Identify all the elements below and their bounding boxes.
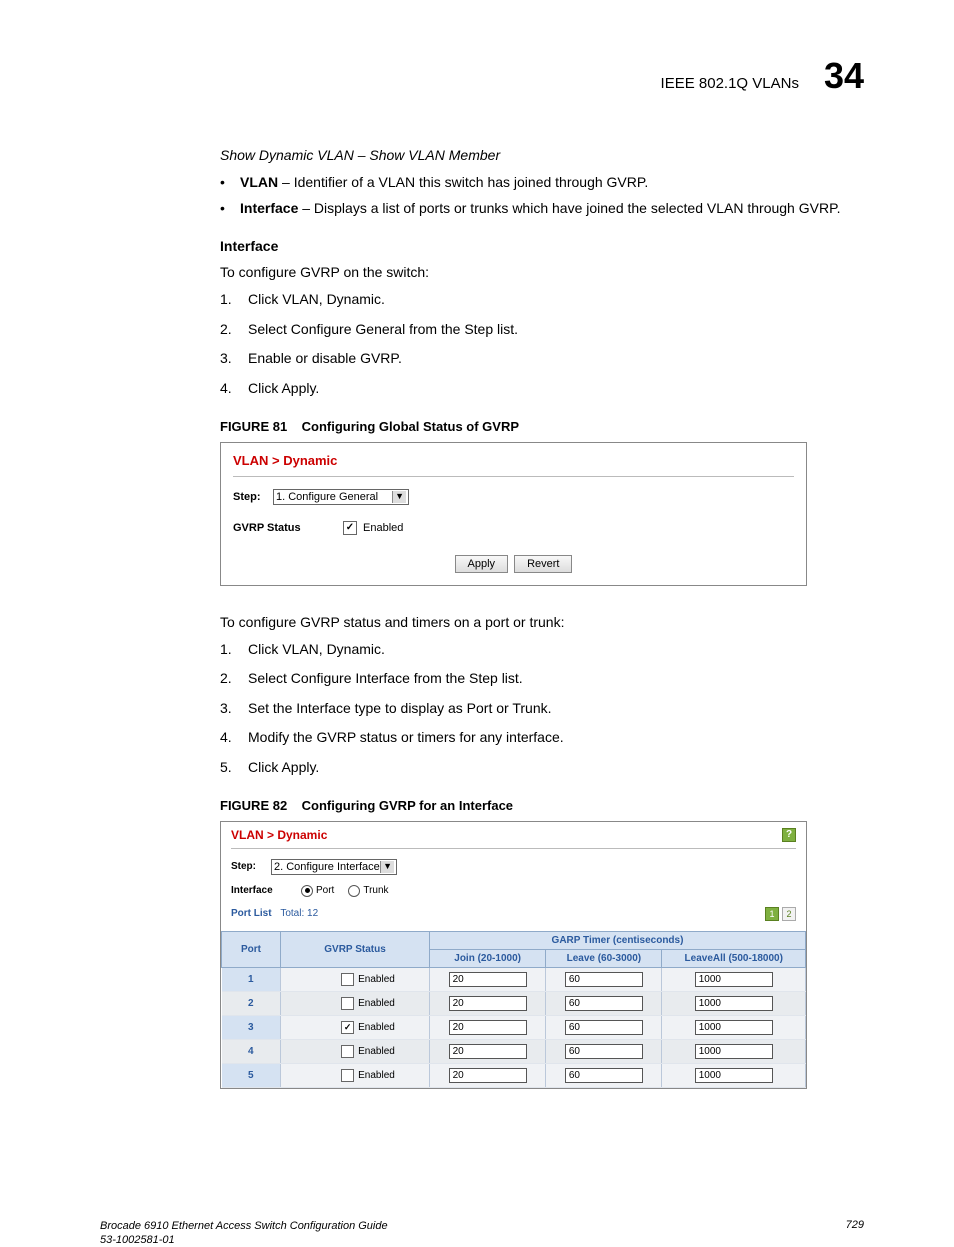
step-select[interactable]: 1. Configure General▼ bbox=[273, 489, 409, 505]
enabled-label: Enabled bbox=[358, 1070, 395, 1081]
list-item: 4.Modify the GVRP status or timers for a… bbox=[220, 728, 864, 748]
leave-input[interactable]: 60 bbox=[565, 1068, 643, 1083]
table-row: 4 Enabled 20 60 1000 bbox=[222, 1039, 806, 1063]
enabled-label: Enabled bbox=[358, 1022, 395, 1033]
gvrp-enabled-checkbox[interactable]: ✓ bbox=[343, 521, 357, 535]
col-gvrp: GVRP Status bbox=[281, 931, 430, 967]
list-item: 3.Set the Interface type to display as P… bbox=[220, 699, 864, 719]
col-port: Port bbox=[222, 931, 281, 967]
port-cell: 2 bbox=[222, 991, 281, 1015]
port-cell: 4 bbox=[222, 1039, 281, 1063]
enabled-label: Enabled bbox=[358, 974, 395, 985]
gvrp-row-checkbox[interactable] bbox=[341, 997, 354, 1010]
leaveall-input[interactable]: 1000 bbox=[695, 1068, 773, 1083]
page-1-button[interactable]: 1 bbox=[765, 907, 779, 921]
portlist-label: Port List bbox=[231, 908, 272, 919]
list-item: •Interface – Displays a list of ports or… bbox=[220, 199, 864, 219]
list-item: 2.Select Configure General from the Step… bbox=[220, 320, 864, 340]
breadcrumb: VLAN > Dynamic bbox=[231, 828, 327, 842]
list-item: 4.Click Apply. bbox=[220, 379, 864, 399]
fig82-label: FIGURE 82 bbox=[220, 798, 287, 813]
apply-button[interactable]: Apply bbox=[455, 555, 509, 573]
step-label: Step: bbox=[233, 491, 273, 503]
join-input[interactable]: 20 bbox=[449, 996, 527, 1011]
leave-input[interactable]: 60 bbox=[565, 996, 643, 1011]
leave-input[interactable]: 60 bbox=[565, 1020, 643, 1035]
enabled-label: Enabled bbox=[358, 1046, 395, 1057]
port-radio[interactable] bbox=[301, 885, 313, 897]
help-icon[interactable]: ? bbox=[782, 828, 796, 842]
header-title: IEEE 802.1Q VLANs bbox=[661, 75, 799, 92]
table-row: 3 ✓ Enabled 20 60 1000 bbox=[222, 1015, 806, 1039]
section-subheading: Show Dynamic VLAN – Show VLAN Member bbox=[220, 147, 864, 163]
table-row: 5 Enabled 20 60 1000 bbox=[222, 1063, 806, 1087]
leaveall-input[interactable]: 1000 bbox=[695, 1020, 773, 1035]
col-leaveall: LeaveAll (500-18000) bbox=[662, 949, 806, 967]
list-item: 3.Enable or disable GVRP. bbox=[220, 349, 864, 369]
enabled-label: Enabled bbox=[358, 998, 395, 1009]
gvrp-row-checkbox[interactable] bbox=[341, 973, 354, 986]
col-leave: Leave (60-3000) bbox=[546, 949, 662, 967]
leaveall-input[interactable]: 1000 bbox=[695, 1044, 773, 1059]
leave-input[interactable]: 60 bbox=[565, 972, 643, 987]
gvrp-row-checkbox[interactable] bbox=[341, 1069, 354, 1082]
join-input[interactable]: 20 bbox=[449, 972, 527, 987]
table-row: 1 Enabled 20 60 1000 bbox=[222, 967, 806, 991]
footer-page-number: 729 bbox=[846, 1219, 864, 1247]
fig81-label: FIGURE 81 bbox=[220, 419, 287, 434]
port-cell: 3 bbox=[222, 1015, 281, 1039]
page-2-button[interactable]: 2 bbox=[782, 907, 796, 921]
port-radio-label: Port bbox=[316, 885, 334, 896]
join-input[interactable]: 20 bbox=[449, 1068, 527, 1083]
fig81-caption: Configuring Global Status of GVRP bbox=[302, 419, 519, 434]
list-item: 5.Click Apply. bbox=[220, 758, 864, 778]
footer-guide-title: Brocade 6910 Ethernet Access Switch Conf… bbox=[100, 1219, 388, 1233]
gvrp-status-label: GVRP Status bbox=[233, 522, 343, 534]
trunk-radio-label: Trunk bbox=[363, 885, 388, 896]
revert-button[interactable]: Revert bbox=[514, 555, 572, 573]
interface-heading: Interface bbox=[220, 238, 864, 254]
port-cell: 1 bbox=[222, 967, 281, 991]
list-item: 1.Click VLAN, Dynamic. bbox=[220, 640, 864, 660]
chevron-down-icon: ▼ bbox=[380, 861, 394, 873]
gvrp-row-checkbox[interactable]: ✓ bbox=[341, 1021, 354, 1034]
fig82-caption: Configuring GVRP for an Interface bbox=[302, 798, 513, 813]
join-input[interactable]: 20 bbox=[449, 1020, 527, 1035]
proc1-intro: To configure GVRP on the switch: bbox=[220, 264, 864, 280]
breadcrumb: VLAN > Dynamic bbox=[233, 449, 794, 477]
step-select[interactable]: 2. Configure Interface▼ bbox=[271, 859, 397, 875]
interface-label: Interface bbox=[231, 885, 301, 896]
list-item: •VLAN – Identifier of a VLAN this switch… bbox=[220, 173, 864, 193]
join-input[interactable]: 20 bbox=[449, 1044, 527, 1059]
port-cell: 5 bbox=[222, 1063, 281, 1087]
gvrp-row-checkbox[interactable] bbox=[341, 1045, 354, 1058]
col-join: Join (20-1000) bbox=[430, 949, 546, 967]
list-item: 2.Select Configure Interface from the St… bbox=[220, 669, 864, 689]
enabled-label: Enabled bbox=[363, 522, 403, 534]
portlist-total: Total: 12 bbox=[280, 908, 318, 919]
step-label: Step: bbox=[231, 861, 271, 872]
table-row: 2 Enabled 20 60 1000 bbox=[222, 991, 806, 1015]
list-item: 1.Click VLAN, Dynamic. bbox=[220, 290, 864, 310]
chevron-down-icon: ▼ bbox=[392, 491, 406, 503]
leave-input[interactable]: 60 bbox=[565, 1044, 643, 1059]
trunk-radio[interactable] bbox=[348, 885, 360, 897]
leaveall-input[interactable]: 1000 bbox=[695, 996, 773, 1011]
port-table: Port GVRP Status GARP Timer (centisecond… bbox=[221, 931, 806, 1088]
proc2-intro: To configure GVRP status and timers on a… bbox=[220, 614, 864, 630]
leaveall-input[interactable]: 1000 bbox=[695, 972, 773, 987]
col-garp: GARP Timer (centiseconds) bbox=[430, 931, 806, 949]
chapter-number: 34 bbox=[824, 55, 864, 97]
